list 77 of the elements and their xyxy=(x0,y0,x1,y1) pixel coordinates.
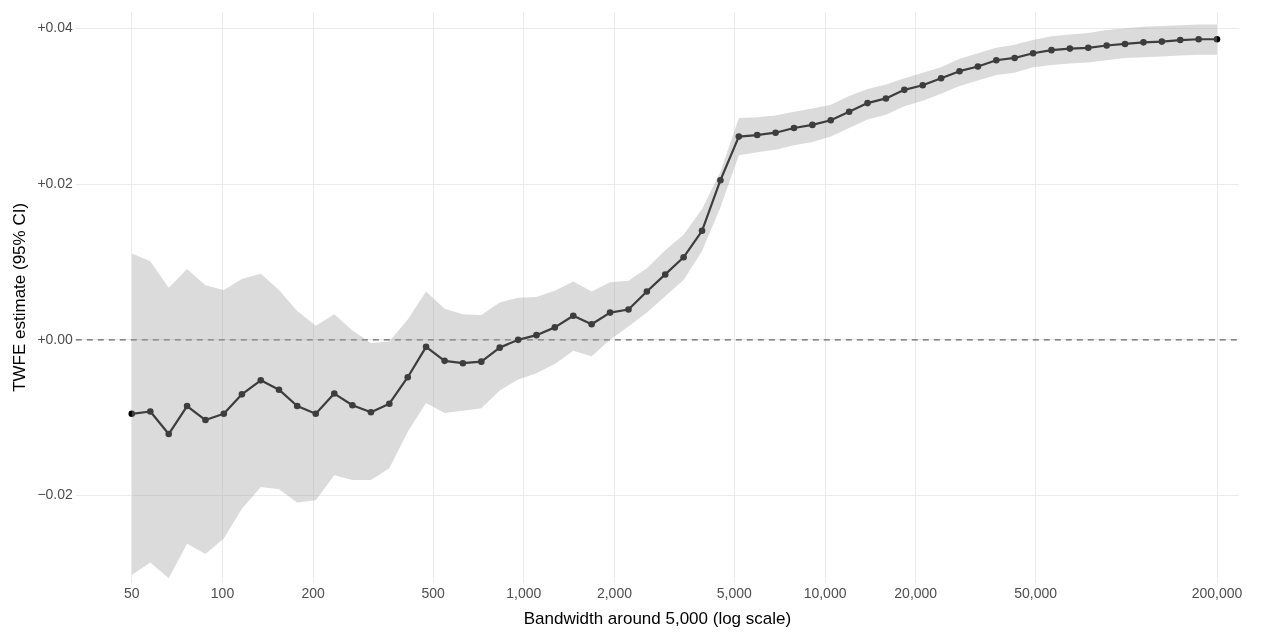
point xyxy=(1066,45,1074,52)
point xyxy=(643,288,651,295)
point xyxy=(367,408,375,416)
point xyxy=(165,430,173,438)
point xyxy=(864,99,871,107)
point xyxy=(478,358,485,365)
point xyxy=(882,95,890,102)
point xyxy=(183,402,191,410)
point xyxy=(147,408,154,415)
point xyxy=(441,357,448,365)
point xyxy=(1048,46,1055,54)
point xyxy=(974,63,982,70)
point xyxy=(1011,54,1018,62)
point xyxy=(661,271,669,278)
x-tick-label: 50 xyxy=(124,585,140,602)
point xyxy=(993,56,1000,64)
x-tick-label: 200,000 xyxy=(1191,585,1243,602)
point xyxy=(293,402,301,410)
point xyxy=(1176,36,1184,44)
point xyxy=(1103,42,1110,49)
x-axis-title: Bandwidth around 5,000 (log scale) xyxy=(523,609,792,629)
point xyxy=(128,410,136,418)
point xyxy=(459,359,467,367)
point xyxy=(1029,49,1037,57)
point xyxy=(496,344,503,351)
point xyxy=(238,391,246,398)
x-tick-label: 100 xyxy=(210,585,235,602)
point xyxy=(422,343,430,351)
point xyxy=(809,121,816,129)
point xyxy=(1195,35,1202,43)
point xyxy=(790,124,798,132)
point xyxy=(845,108,853,115)
point xyxy=(717,176,724,184)
x-tick-label: 10,000 xyxy=(803,585,847,602)
point xyxy=(1084,44,1092,52)
x-tick-label: 50,000 xyxy=(1014,585,1058,602)
point xyxy=(257,377,265,384)
y-tick-label: +0.04 xyxy=(37,19,74,36)
point xyxy=(386,400,393,407)
point xyxy=(1140,39,1147,46)
y-tick-label: −0.02 xyxy=(37,486,74,503)
point xyxy=(312,410,320,418)
point xyxy=(330,390,338,397)
point xyxy=(625,306,632,313)
point xyxy=(753,131,761,139)
point xyxy=(349,401,356,409)
point xyxy=(275,386,283,393)
point xyxy=(698,227,706,235)
point xyxy=(919,81,927,89)
point xyxy=(606,309,614,316)
x-tick-label: 5,000 xyxy=(716,585,753,602)
x-tick-label: 200 xyxy=(301,585,326,602)
point xyxy=(202,416,209,424)
point xyxy=(1213,35,1221,43)
x-tick-label: 2,000 xyxy=(596,585,633,602)
point xyxy=(827,116,835,124)
point xyxy=(588,320,595,328)
point xyxy=(1158,38,1166,45)
point xyxy=(514,336,522,344)
x-tick-label: 500 xyxy=(421,585,445,602)
y-tick-label: +0.02 xyxy=(37,174,74,191)
point xyxy=(901,86,908,94)
point xyxy=(551,324,559,331)
point xyxy=(220,410,228,418)
point xyxy=(735,133,743,140)
y-axis-title: TWFE estimate (95% CI) xyxy=(9,202,29,392)
point xyxy=(533,331,540,339)
point xyxy=(956,67,963,75)
x-tick-label: 1,000 xyxy=(506,585,542,602)
point xyxy=(772,129,779,136)
y-tick-label: +0.00 xyxy=(37,330,74,347)
point xyxy=(569,312,577,319)
point xyxy=(1121,40,1129,48)
x-tick-label: 20,000 xyxy=(894,585,938,602)
point xyxy=(937,74,945,82)
point xyxy=(680,254,687,261)
point xyxy=(404,373,412,381)
